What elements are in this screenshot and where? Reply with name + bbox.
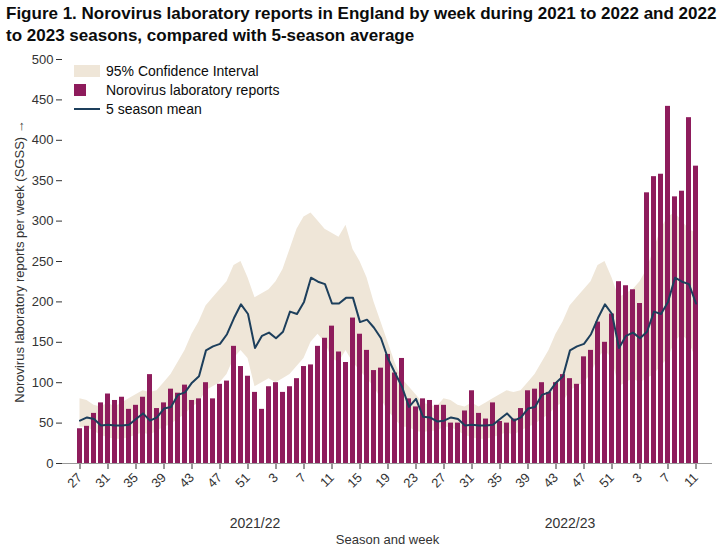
- svg-text:2022/23: 2022/23: [545, 515, 596, 531]
- svg-text:11: 11: [681, 470, 701, 490]
- svg-text:27: 27: [428, 470, 449, 491]
- svg-text:31: 31: [456, 470, 477, 491]
- svg-text:23: 23: [400, 470, 421, 491]
- svg-text:51: 51: [596, 470, 617, 491]
- svg-text:2021/22: 2021/22: [230, 515, 281, 531]
- svg-text:27: 27: [64, 470, 85, 491]
- svg-text:43: 43: [176, 470, 197, 491]
- svg-text:500: 500: [32, 52, 54, 67]
- svg-text:450: 450: [32, 92, 54, 107]
- svg-text:100: 100: [32, 375, 54, 390]
- svg-text:19: 19: [372, 470, 393, 491]
- svg-text:15: 15: [344, 470, 365, 491]
- svg-text:Season and week: Season and week: [336, 532, 440, 547]
- html-text:Norovirus laboratory reports: Norovirus laboratory reports: [106, 81, 280, 98]
- svg-text:300: 300: [32, 213, 54, 228]
- svg-text:47: 47: [568, 470, 589, 491]
- svg-text:Norovirus laboratory reports p: Norovirus laboratory reports per week (S…: [12, 120, 27, 402]
- svg-text:31: 31: [92, 470, 113, 491]
- svg-text:51: 51: [232, 470, 253, 491]
- svg-text:200: 200: [32, 294, 54, 309]
- svg-text:400: 400: [32, 132, 54, 147]
- svg-text:150: 150: [32, 334, 54, 349]
- svg-text:3: 3: [629, 470, 645, 486]
- svg-text:7: 7: [293, 470, 309, 486]
- svg-text:250: 250: [32, 254, 54, 269]
- html-text:5 season mean: 5 season mean: [106, 100, 202, 117]
- html-text:95% Confidence Interval: 95% Confidence Interval: [106, 62, 259, 79]
- svg-text:7: 7: [657, 470, 673, 486]
- svg-text:3: 3: [265, 470, 281, 486]
- svg-text:39: 39: [148, 470, 169, 491]
- svg-text:47: 47: [204, 470, 225, 491]
- svg-text:350: 350: [32, 173, 54, 188]
- svg-text:35: 35: [120, 470, 141, 491]
- html-text:Figure 1. Norovirus laboratory: Figure 1. Norovirus laboratory reports i…: [6, 4, 717, 45]
- svg-text:35: 35: [484, 470, 505, 491]
- svg-text:11: 11: [317, 470, 337, 490]
- svg-text:39: 39: [512, 470, 533, 491]
- svg-text:50: 50: [39, 415, 53, 430]
- svg-text:43: 43: [540, 470, 561, 491]
- svg-text:0: 0: [46, 456, 53, 471]
